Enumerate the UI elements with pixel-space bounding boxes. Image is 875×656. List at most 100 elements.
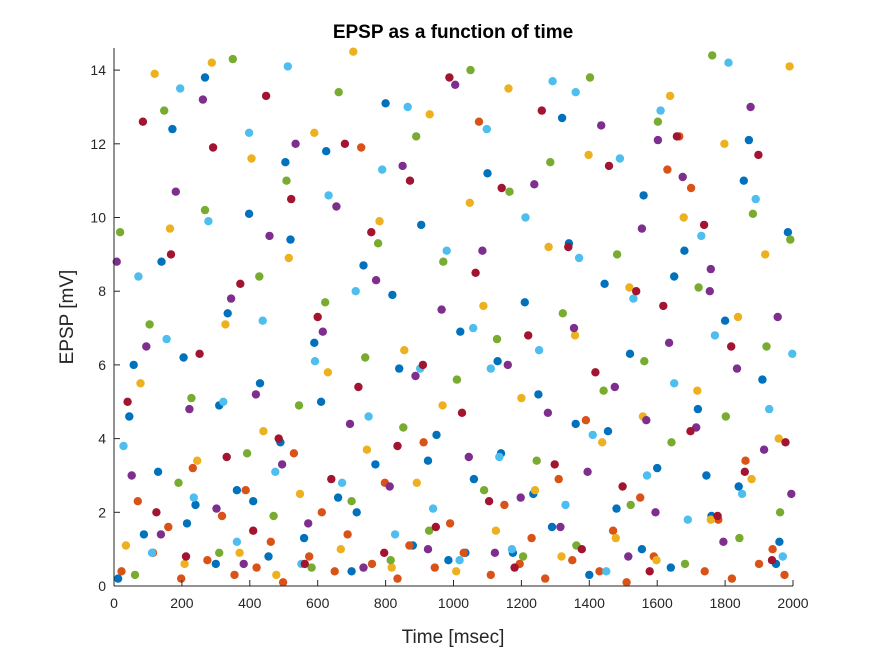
data-point (352, 508, 361, 517)
data-point (351, 287, 360, 296)
data-point (271, 467, 280, 476)
y-tick-label: 8 (98, 283, 106, 299)
data-point (693, 386, 702, 395)
data-point (670, 379, 679, 388)
data-point (571, 419, 580, 429)
data-point (735, 533, 744, 543)
data-point (428, 504, 438, 513)
data-point (371, 276, 381, 285)
data-point (419, 438, 428, 447)
data-point (625, 283, 634, 292)
data-point (134, 272, 143, 281)
data-point (359, 563, 368, 572)
data-point (694, 283, 703, 292)
data-point (667, 438, 676, 447)
data-point (378, 165, 387, 174)
data-point (299, 533, 309, 543)
data-point (332, 202, 341, 211)
x-tick-label: 800 (374, 595, 398, 611)
data-point (652, 556, 661, 565)
data-point (456, 327, 465, 336)
data-point (269, 511, 278, 521)
data-point (625, 349, 635, 358)
data-point (775, 537, 784, 546)
data-point (583, 467, 592, 476)
data-point (264, 552, 273, 561)
data-point (425, 110, 434, 119)
series-2 (117, 117, 789, 587)
data-point (204, 217, 213, 226)
data-point (653, 117, 663, 126)
y-tick-label: 0 (98, 578, 106, 594)
data-point (626, 500, 635, 510)
data-point (504, 84, 513, 93)
data-point (492, 334, 502, 344)
data-point (295, 489, 305, 499)
data-point (585, 570, 594, 580)
y-tick-label: 12 (90, 136, 106, 152)
data-point (503, 360, 512, 370)
data-point (554, 474, 563, 484)
data-point (699, 220, 709, 230)
data-point (524, 331, 533, 340)
data-point (232, 537, 242, 546)
data-point (484, 497, 494, 506)
data-point (160, 106, 169, 115)
data-point (637, 545, 647, 554)
data-point (386, 556, 395, 565)
data-point (430, 563, 439, 572)
data-point (162, 334, 171, 344)
data-point (569, 323, 579, 333)
series-3 (121, 47, 794, 580)
data-point (300, 559, 309, 569)
data-point (226, 294, 236, 303)
data-point (437, 305, 446, 314)
data-point (765, 404, 774, 414)
data-point (334, 88, 343, 97)
data-point (171, 187, 180, 196)
data-point (664, 338, 674, 347)
data-point (585, 73, 595, 82)
data-point (195, 349, 204, 358)
data-point (432, 430, 441, 440)
data-point (774, 434, 783, 443)
data-point (439, 257, 448, 266)
data-point (286, 235, 295, 244)
data-point (505, 187, 514, 196)
data-point (287, 194, 296, 204)
data-point (599, 386, 608, 395)
data-point (381, 99, 390, 108)
data-point (251, 390, 261, 399)
data-point (678, 172, 687, 182)
data-point (393, 574, 402, 583)
data-point (182, 519, 192, 528)
data-point (680, 246, 689, 255)
data-point (152, 508, 161, 517)
data-point (247, 154, 256, 163)
data-point (530, 486, 540, 495)
data-point (469, 323, 478, 333)
data-point (438, 401, 447, 410)
data-point (371, 460, 380, 469)
data-point (340, 139, 350, 148)
data-point (746, 102, 755, 112)
data-point (317, 508, 326, 517)
data-point (123, 397, 132, 406)
data-point (412, 132, 421, 141)
data-point (112, 257, 121, 266)
data-point (581, 416, 591, 425)
data-point (423, 545, 433, 554)
data-point (642, 416, 651, 425)
data-point (683, 515, 692, 524)
data-point (444, 556, 453, 565)
data-point (602, 567, 611, 576)
data-point (244, 209, 254, 218)
data-point (788, 349, 797, 358)
data-point (117, 567, 126, 576)
data-point (380, 548, 389, 557)
data-point (304, 519, 313, 528)
data-point (230, 570, 239, 580)
data-point (537, 106, 546, 115)
y-tick-label: 4 (98, 431, 106, 447)
